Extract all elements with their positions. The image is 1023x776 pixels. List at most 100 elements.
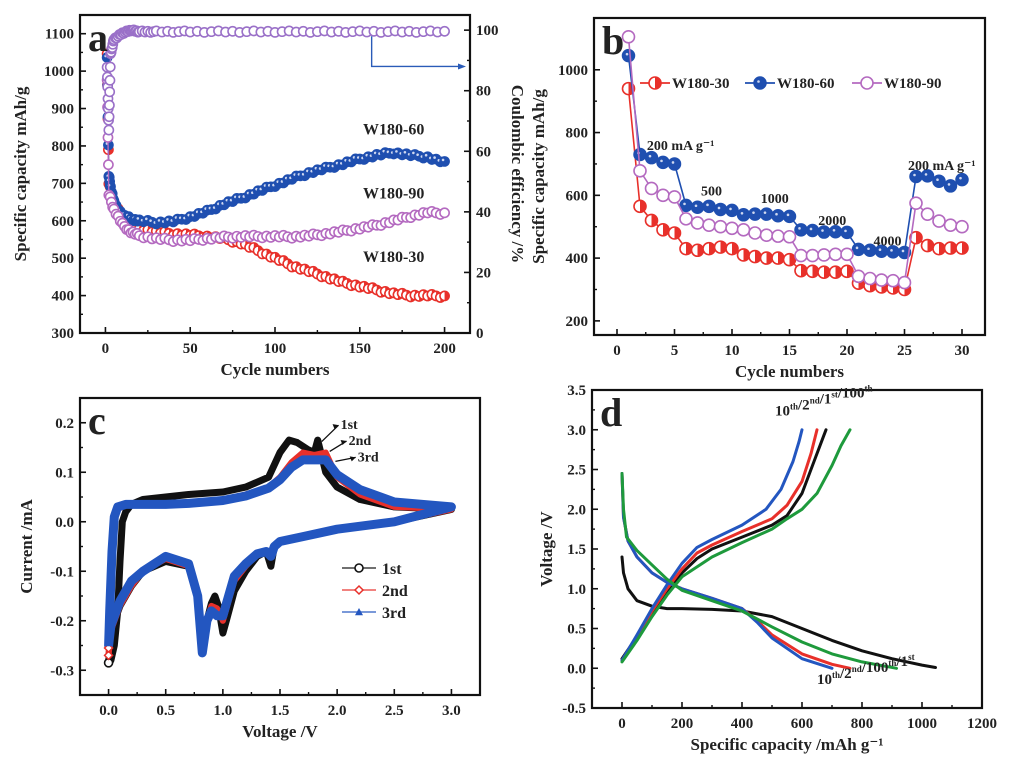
legend-label: 1st <box>382 561 402 578</box>
annotation-superscript: th <box>790 401 798 411</box>
y-tick-label: 900 <box>52 102 75 118</box>
data-point-half <box>835 266 842 279</box>
y-tick-label: 2.5 <box>567 463 586 479</box>
data-point <box>702 218 716 232</box>
legend-marker <box>355 608 363 616</box>
data-point-highlight <box>433 156 436 159</box>
annotation-superscript: st <box>831 389 838 399</box>
data-point-half <box>766 252 773 265</box>
data-point <box>851 269 866 284</box>
x-tick-label: 3.0 <box>442 703 461 719</box>
y-tick-label: 1.5 <box>567 542 586 558</box>
legend-entry: 3rd <box>342 605 406 622</box>
y-tick-label: 1000 <box>558 63 588 79</box>
rate-annotation: 200 mA g⁻¹ <box>647 139 715 154</box>
y-tick-label: 1000 <box>44 64 74 80</box>
y-tick-label: 400 <box>566 251 589 267</box>
panel-c: 0.0 0.5 1.0 1.5 2.0 2.5 3.0 -0.3 -0.2 -0.1 0.0 0.1 0… <box>17 396 482 741</box>
data-point-highlight <box>145 217 148 221</box>
data-point-half <box>663 223 669 236</box>
data-point-half <box>916 231 922 244</box>
data-point <box>103 159 114 171</box>
y2-tick-label: 80 <box>476 84 491 100</box>
data-point <box>104 61 116 73</box>
data-point-highlight <box>798 227 801 230</box>
legend-label: 2nd <box>382 583 408 600</box>
annotation-text: /2 <box>797 397 810 413</box>
data-point-highlight <box>740 211 744 215</box>
y-tick-label: 0.0 <box>55 515 74 531</box>
data-point <box>794 223 808 237</box>
cycle-annotation: 1st <box>341 418 358 433</box>
y2-axis-title: Coulombic efficiency /% <box>508 85 527 263</box>
x-tick-label: 0 <box>613 343 621 359</box>
x-tick-label: 0 <box>618 716 626 732</box>
x-tick-label: 10 <box>725 343 740 359</box>
y2-tick-label: 100 <box>476 23 499 39</box>
annotation-text: 10 <box>775 403 790 419</box>
data-point-half <box>789 253 796 266</box>
data-point-highlight <box>424 153 428 157</box>
data-point <box>621 48 636 63</box>
data-point <box>932 214 946 228</box>
y-tick-label: 1100 <box>45 27 74 43</box>
data-point-highlight <box>924 173 928 176</box>
rate-annotation: 4000 <box>873 235 901 250</box>
data-point-highlight <box>416 153 419 157</box>
y-tick-label: 3.5 <box>567 383 586 399</box>
data-point <box>736 223 751 237</box>
y-axis-title: Current /mA <box>17 498 36 593</box>
cv-curve <box>104 455 456 658</box>
legend-entry: W180-60 <box>745 76 835 92</box>
data-point <box>656 188 670 203</box>
data-point-highlight <box>441 158 445 162</box>
data-point-highlight <box>844 229 847 233</box>
data-point <box>794 248 808 263</box>
data-point <box>955 219 969 234</box>
data-point-half <box>824 266 831 279</box>
x-tick-label: 200 <box>671 716 694 732</box>
data-point <box>748 207 762 221</box>
legend-marker <box>354 563 364 573</box>
data-point <box>782 209 797 224</box>
data-point <box>782 229 797 244</box>
series-annotation: W180-90 <box>363 185 424 202</box>
series-w180-30 <box>621 81 969 297</box>
panel-letter: c <box>88 398 106 443</box>
data-point-highlight <box>855 246 859 250</box>
data-point <box>679 212 693 226</box>
series-annotation: W180-60 <box>363 122 424 139</box>
data-point-highlight <box>763 211 767 214</box>
data-point-highlight <box>752 211 755 214</box>
legend-entry: 1st <box>342 561 402 578</box>
data-point-highlight <box>959 176 962 180</box>
x-tick-label: 30 <box>955 343 970 359</box>
data-point <box>667 157 682 171</box>
y-axis-title: Specific capacity mAh/g <box>529 89 548 264</box>
data-point-half <box>697 244 704 257</box>
y-tick-label: -0.1 <box>50 564 74 580</box>
data-point-half <box>732 242 738 255</box>
x-tick-label: 1000 <box>907 716 937 732</box>
data-point-highlight <box>412 151 415 155</box>
curve-1st-discharge <box>620 555 937 669</box>
data-point-highlight <box>901 249 905 253</box>
data-point-half <box>755 250 761 263</box>
x-tick-label: 400 <box>731 716 754 732</box>
data-point <box>759 228 774 242</box>
data-point-highlight <box>821 229 824 232</box>
data-point <box>828 247 843 262</box>
cycle-order-annotation: 10th/2nd/1st/100th <box>775 383 873 419</box>
x-tick-label: 0.0 <box>99 703 118 719</box>
legend-marker-highlight <box>757 80 760 83</box>
x-tick-label: 100 <box>264 341 287 357</box>
data-point-half <box>801 264 807 277</box>
data-point <box>103 99 115 111</box>
data-point <box>644 150 659 165</box>
data-point-half <box>847 265 853 278</box>
annotation-superscript: th <box>888 658 896 668</box>
annotation-superscript: nd <box>852 664 862 674</box>
data-point-highlight <box>832 228 836 232</box>
data-point-half <box>640 200 646 213</box>
annotation-text: /100 <box>837 385 865 401</box>
